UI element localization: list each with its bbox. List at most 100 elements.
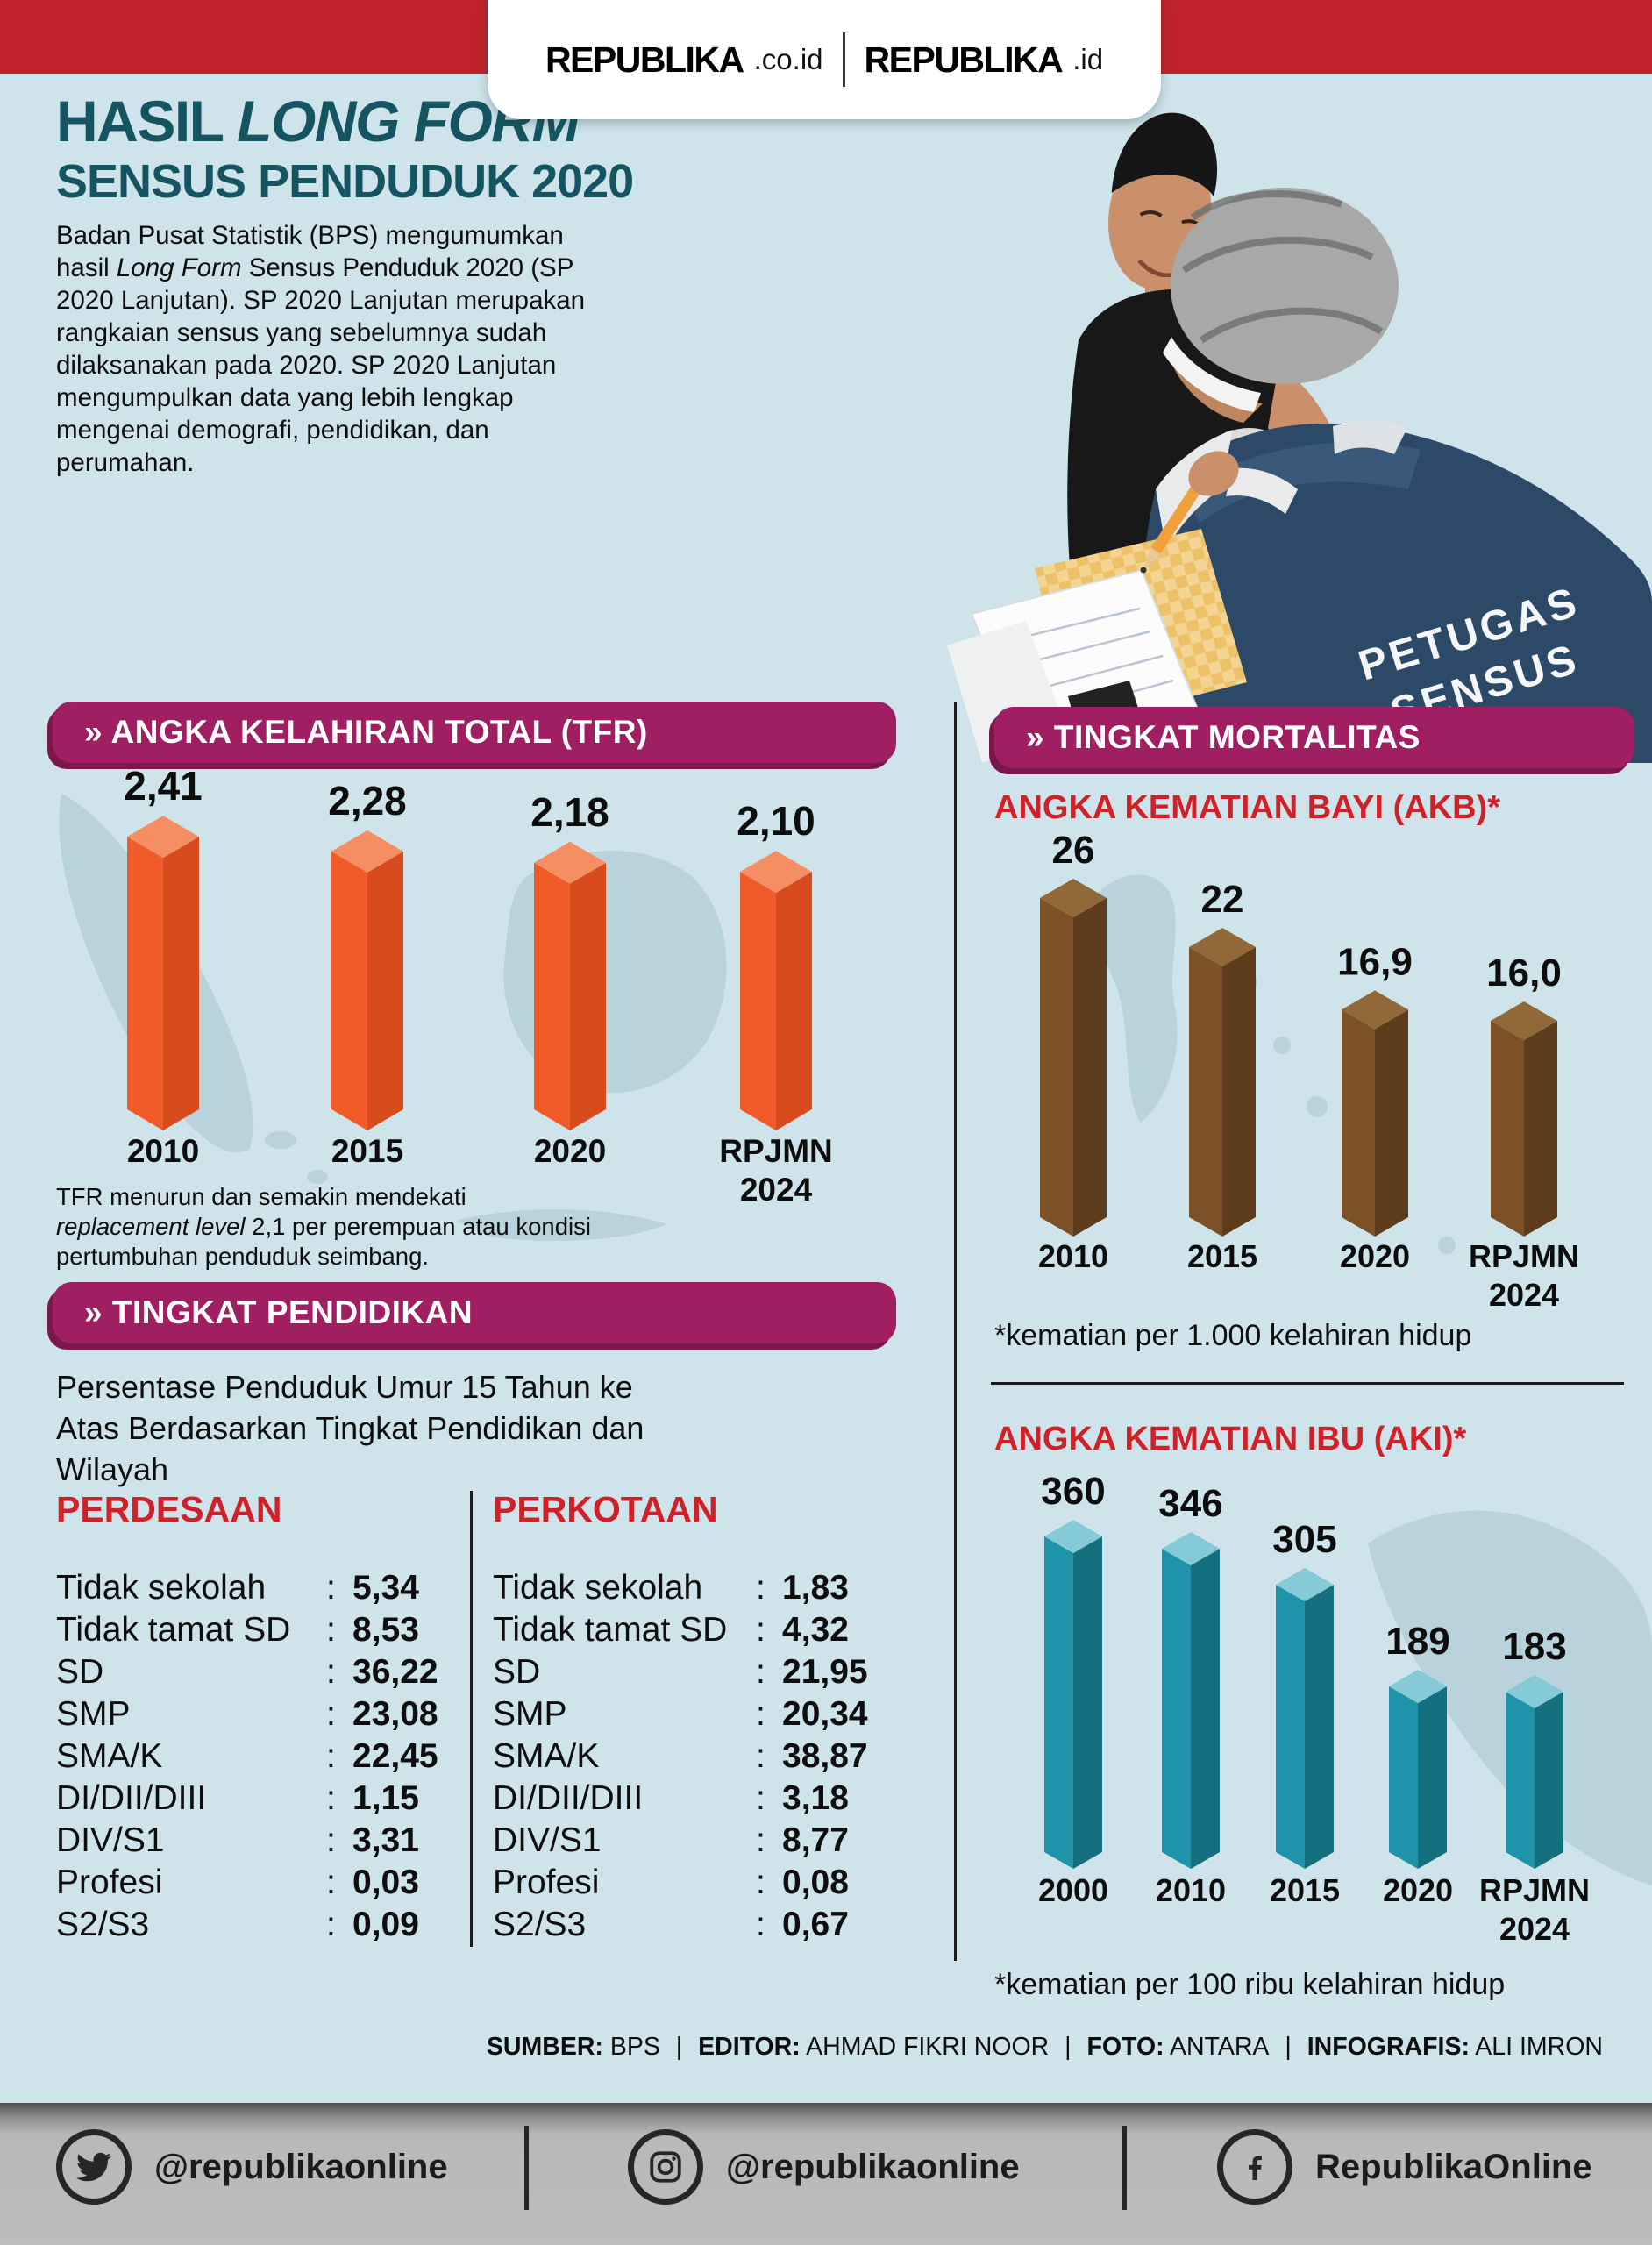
- perkotaan-row: Profesi:0,08: [493, 1862, 905, 1904]
- akb-bar: 16,0 RPJMN 2024: [1469, 951, 1579, 1313]
- tfr-bar: 2,28 2015: [328, 778, 407, 1169]
- perkotaan-label: Profesi: [493, 1864, 600, 1901]
- credit-label: EDITOR:: [698, 2033, 801, 2061]
- perkotaan-value: 3,18: [782, 1779, 849, 1817]
- perkotaan-colon: :: [756, 1737, 765, 1775]
- instagram-icon: [628, 2129, 703, 2205]
- education-column-divider: [470, 1491, 473, 1947]
- akb-value-label: 16,0: [1486, 951, 1562, 994]
- akb-category-label: 2010: [1038, 1238, 1108, 1274]
- instagram-handle[interactable]: @republikaonline: [628, 2129, 1020, 2205]
- perdesaan-label: S2/S3: [56, 1906, 150, 1943]
- perdesaan-colon: :: [326, 1695, 336, 1733]
- akb-chart-title: ANGKA KEMATIAN BAYI (AKB)*: [994, 789, 1501, 826]
- facebook-handle[interactable]: RepublikaOnline: [1217, 2129, 1592, 2205]
- credit-separator: |: [1057, 2033, 1079, 2061]
- perdesaan-value: 5,34: [352, 1569, 419, 1607]
- twitter-handle[interactable]: @republikaonline: [56, 2129, 448, 2205]
- perdesaan-colon: :: [326, 1611, 336, 1649]
- aki-bar: 305 2015: [1270, 1518, 1340, 1908]
- perdesaan-value: 22,45: [352, 1737, 438, 1775]
- aki-category-label: 2010: [1156, 1872, 1226, 1908]
- logo-republika-coid-suffix: .co.id: [753, 43, 823, 75]
- perkotaan-title: PERKOTAAN: [493, 1489, 718, 1529]
- perkotaan-colon: :: [756, 1695, 765, 1733]
- perkotaan-label: SD: [493, 1653, 541, 1691]
- perkotaan-row: Tidak sekolah:1,83: [493, 1567, 905, 1609]
- aki-bar: 189 2020: [1383, 1620, 1453, 1908]
- perdesaan-value: 0,09: [352, 1906, 419, 1943]
- akb-value-label: 26: [1052, 829, 1095, 872]
- perdesaan-value: 0,03: [352, 1864, 419, 1901]
- tfr-value-label: 2,18: [530, 789, 609, 835]
- tfr-bar: 2,10 RPJMN 2024: [719, 798, 833, 1208]
- perdesaan-label: Tidak tamat SD: [56, 1611, 291, 1649]
- akb-value-label: 16,9: [1337, 940, 1413, 983]
- perkotaan-value: 0,67: [782, 1906, 849, 1943]
- akb-bar-chart: 26 2010 22 2015 16,9 2020 16,0 RPJMN 2024: [1038, 829, 1579, 1313]
- credit-value: ALI IMRON: [1469, 2033, 1603, 2061]
- tfr-note: TFR menurun dan semakin mendekati replac…: [56, 1183, 591, 1270]
- aki-unit-note: *kematian per 100 ribu kelahiran hidup: [994, 1968, 1506, 2001]
- perdesaan-row: SMP:23,08: [56, 1693, 459, 1735]
- credit-separator: |: [668, 2033, 690, 2061]
- perkotaan-label: S2/S3: [493, 1906, 587, 1943]
- perdesaan-value: 36,22: [352, 1653, 438, 1691]
- credit-value: ANTARA: [1164, 2033, 1270, 2061]
- aki-category-label: 2000: [1038, 1872, 1108, 1908]
- perkotaan-row: DI/DII/DIII:3,18: [493, 1778, 905, 1820]
- perdesaan-colon: :: [326, 1569, 336, 1607]
- logo-republika-id-name: REPUBLIKA: [864, 39, 1064, 80]
- akb-category-label: RPJMN 2024: [1469, 1238, 1579, 1313]
- aki-bar-chart: 360 2000 346 2010 305 2015 189 2020 183 RPJMN 2024: [1038, 1470, 1590, 1947]
- perkotaan-row: SD:21,95: [493, 1651, 905, 1693]
- perkotaan-label: DI/DII/DIII: [493, 1779, 644, 1817]
- credits-line: SUMBER: BPS | EDITOR: AHMAD FIKRI NOOR |…: [487, 2033, 1603, 2062]
- perkotaan-value: 4,32: [782, 1611, 849, 1649]
- credit-value: BPS: [602, 2033, 660, 2061]
- perkotaan-row: Tidak tamat SD:4,32: [493, 1609, 905, 1651]
- perdesaan-label: DIV/S1: [56, 1821, 165, 1859]
- census-officer-figure: PETUGAS SENSUS: [947, 188, 1652, 763]
- credit-label: SUMBER:: [486, 2033, 603, 2061]
- pendidikan-subtitle: Persentase Penduduk Umur 15 Tahun ke Ata…: [56, 1369, 644, 1487]
- perkotaan-colon: :: [756, 1653, 765, 1691]
- perdesaan-colon: :: [326, 1906, 336, 1943]
- perkotaan-row: SMA/K:38,87: [493, 1735, 905, 1778]
- republika-logo-box: REPUBLIKA .co.id REPUBLIKA .id: [488, 0, 1161, 119]
- perdesaan-label: DI/DII/DIII: [56, 1779, 207, 1817]
- perkotaan-row: DIV/S1:8,77: [493, 1820, 905, 1862]
- perdesaan-row: Profesi:0,03: [56, 1862, 459, 1904]
- tfr-category-label: RPJMN 2024: [719, 1133, 833, 1208]
- aki-value-label: 305: [1272, 1518, 1336, 1561]
- facebook-icon: [1217, 2129, 1292, 2205]
- perkotaan-label: Tidak tamat SD: [493, 1611, 728, 1649]
- perdesaan-label: SD: [56, 1653, 104, 1691]
- title-line2: SENSUS PENDUDUK 2020: [56, 154, 634, 208]
- perdesaan-value: 23,08: [352, 1695, 438, 1733]
- akb-bar: 26 2010: [1038, 829, 1108, 1274]
- perkotaan-value: 0,08: [782, 1864, 849, 1901]
- aki-value-label: 189: [1385, 1620, 1449, 1663]
- tfr-bar: 2,41 2010: [124, 767, 203, 1169]
- perkotaan-colon: :: [756, 1611, 765, 1649]
- section-header-pendidikan: » TINGKAT PENDIDIKAN: [53, 1282, 896, 1343]
- perkotaan-label: Tidak sekolah: [493, 1569, 703, 1607]
- main-column-divider: [954, 702, 957, 1961]
- twitter-icon: [56, 2129, 132, 2205]
- akb-unit-note: *kematian per 1.000 kelahiran hidup: [994, 1319, 1472, 1352]
- perdesaan-row: SD:36,22: [56, 1651, 459, 1693]
- akb-category-label: 2015: [1187, 1238, 1257, 1274]
- perdesaan-colon: :: [326, 1653, 336, 1691]
- aki-chart-title: ANGKA KEMATIAN IBU (AKI)*: [994, 1421, 1467, 1457]
- perdesaan-row: DIV/S1:3,31: [56, 1820, 459, 1862]
- akb-bar: 16,9 2020: [1337, 940, 1413, 1274]
- tfr-bar-chart: 2,41 2010 2,28 2015 2,18 2020 2,10 RPJMN 2024: [124, 767, 833, 1208]
- tfr-bar: 2,18 2020: [530, 789, 609, 1169]
- credit-value: AHMAD FIKRI NOOR: [800, 2033, 1050, 2061]
- tfr-value-label: 2,10: [737, 798, 815, 844]
- education-column-perkotaan: PERKOTAAN Tidak sekolah:1,83 Tidak tamat …: [493, 1489, 905, 1946]
- aki-category-label: 2015: [1270, 1872, 1340, 1908]
- section-header-mortalitas: » TINGKAT MORTALITAS: [994, 707, 1634, 768]
